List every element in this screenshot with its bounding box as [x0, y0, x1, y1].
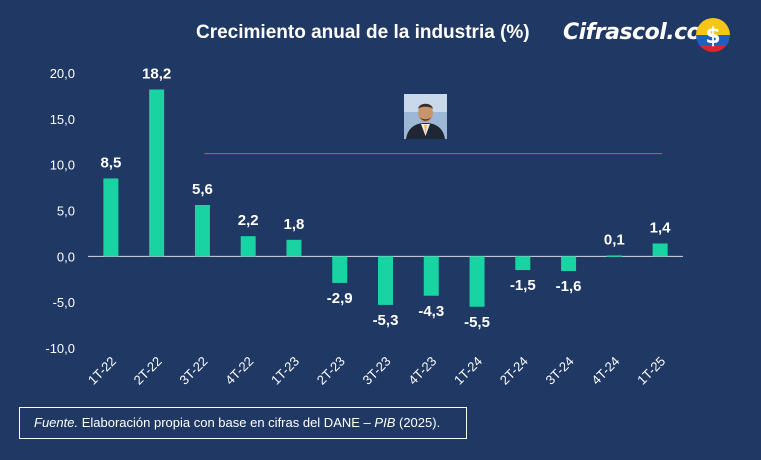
bar: [332, 256, 348, 283]
value-labels: 8,5 18,2 5,6 2,2 1,8 -2,9 -5,3 -4,3 -5,5 -1,5 -1,6…: [100, 66, 671, 331]
bar: [606, 255, 622, 257]
x-tick-label: 2T-24: [497, 354, 531, 388]
data-label: 1,8: [284, 216, 305, 233]
y-axis: 20,0 15,0 10,0 5,0 0,0 -5,0 -10,0: [45, 66, 75, 356]
x-tick-label: 1T-24: [451, 354, 485, 388]
bar: [652, 243, 668, 257]
bar: [286, 239, 302, 257]
bars: [103, 89, 668, 307]
x-tick-label: 1T-23: [268, 354, 302, 388]
source-year: (2025).: [399, 415, 441, 430]
x-tick-label: 4T-24: [588, 354, 622, 388]
x-tick-label: 3T-23: [360, 354, 394, 388]
data-label: 0,1: [604, 231, 625, 248]
y-tick-label: 0,0: [57, 249, 75, 264]
data-label: -1,6: [556, 278, 582, 295]
bar: [240, 236, 256, 257]
x-tick-label: 1T-22: [85, 354, 119, 388]
x-tick-label: 1T-25: [634, 354, 668, 388]
x-tick-label: 4T-23: [405, 354, 439, 388]
x-tick-label: 4T-22: [222, 354, 256, 388]
x-axis-labels: 1T-22 2T-22 3T-22 4T-22 1T-23 2T-23 3T-23 4T-23…: [85, 354, 668, 388]
bar: [103, 178, 119, 257]
bar: [378, 256, 393, 305]
data-label: -1,5: [510, 277, 536, 294]
dollar-coin-icon: $: [696, 18, 730, 52]
bar: [515, 256, 531, 271]
data-label: 18,2: [142, 66, 171, 83]
bar: [194, 205, 210, 257]
data-label: 8,5: [100, 154, 121, 171]
data-label: -2,9: [327, 290, 353, 307]
y-tick-label: -10,0: [45, 341, 75, 356]
y-tick-label: 15,0: [50, 112, 75, 127]
bar: [423, 256, 439, 296]
x-tick-label: 2T-22: [131, 354, 165, 388]
data-label: -5,3: [373, 312, 399, 329]
chart-title: Crecimiento anual de la industria (%): [196, 22, 530, 43]
y-tick-label: 10,0: [50, 158, 75, 173]
source-text: Elaboración propia con base en cifras de…: [81, 415, 371, 430]
bar: [561, 256, 577, 271]
source-italic: PIB: [374, 415, 396, 430]
source-note: Fuente. Elaboración propia con base en c…: [19, 407, 467, 439]
x-tick-label: 2T-23: [314, 354, 348, 388]
data-label: 1,4: [650, 220, 672, 237]
data-label: 2,2: [238, 212, 259, 229]
person-portrait-icon: [404, 94, 447, 139]
source-label: Fuente.: [34, 415, 79, 430]
x-tick-label: 3T-24: [543, 354, 577, 388]
bar: [469, 256, 485, 307]
y-tick-label: 5,0: [57, 204, 75, 219]
data-label: -5,5: [464, 314, 490, 331]
data-label: -4,3: [418, 303, 444, 320]
x-tick-label: 3T-22: [176, 354, 210, 388]
y-tick-label: -5,0: [53, 295, 75, 310]
bar: [149, 89, 165, 257]
y-tick-label: 20,0: [50, 66, 75, 81]
svg-text:$: $: [705, 24, 720, 49]
data-label: 5,6: [192, 181, 213, 198]
